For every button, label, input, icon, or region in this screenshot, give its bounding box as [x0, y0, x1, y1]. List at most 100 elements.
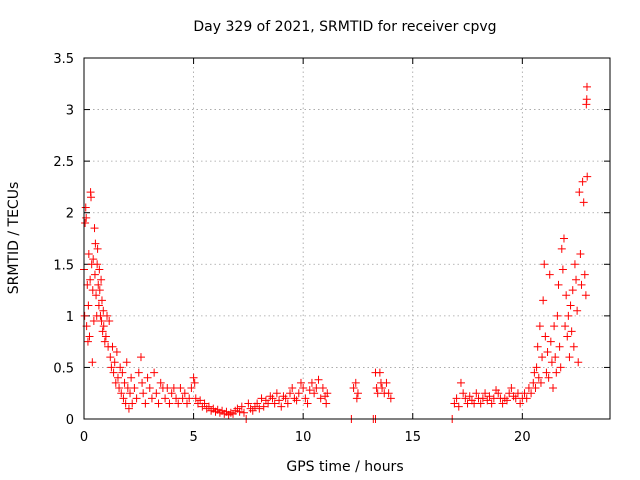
data-point	[89, 255, 98, 264]
data-point	[529, 378, 538, 387]
data-point	[204, 402, 213, 411]
data-point	[290, 394, 299, 403]
data-point	[191, 394, 200, 403]
data-point	[92, 291, 101, 300]
x-tick-label: 20	[514, 430, 531, 445]
data-point	[294, 389, 303, 398]
data-point	[472, 389, 481, 398]
data-point	[553, 311, 562, 320]
data-point	[485, 392, 494, 401]
data-point	[130, 384, 139, 393]
data-point	[569, 342, 578, 351]
data-point	[558, 265, 567, 274]
data-point	[384, 389, 393, 398]
data-point	[502, 396, 511, 405]
data-point	[150, 368, 159, 377]
data-point	[531, 384, 540, 393]
data-point	[143, 373, 152, 382]
data-point	[316, 394, 325, 403]
data-point	[543, 347, 552, 356]
data-point	[109, 368, 118, 377]
x-tick-label: 15	[404, 430, 421, 445]
y-tick-label: 1.5	[53, 258, 74, 273]
x-tick-labels: 0 5 10 15 20	[80, 430, 531, 445]
data-point	[546, 337, 555, 346]
data-point	[574, 358, 583, 367]
data-point	[253, 399, 262, 408]
data-point	[494, 389, 503, 398]
data-point	[570, 260, 579, 269]
data-point	[452, 394, 461, 403]
data-point	[299, 384, 308, 393]
data-point	[226, 408, 235, 417]
data-point	[110, 358, 119, 367]
data-point	[305, 386, 314, 395]
data-point	[138, 378, 147, 387]
data-point	[90, 270, 99, 279]
data-point	[93, 260, 102, 269]
data-point	[257, 394, 266, 403]
x-tick-label: 10	[295, 430, 312, 445]
data-point	[456, 378, 465, 387]
data-point	[275, 396, 284, 405]
data-point	[95, 265, 104, 274]
data-point	[542, 368, 551, 377]
data-point	[180, 389, 189, 398]
data-point	[583, 172, 592, 181]
data-point	[353, 389, 362, 398]
data-point	[239, 408, 248, 417]
data-point	[555, 342, 564, 351]
data-point	[450, 399, 459, 408]
data-point	[246, 404, 255, 413]
data-point	[568, 286, 577, 295]
data-point	[174, 399, 183, 408]
data-point	[81, 219, 90, 228]
data-point	[235, 407, 244, 416]
data-point	[122, 358, 131, 367]
data-point	[533, 342, 542, 351]
data-point	[82, 213, 91, 222]
data-point	[582, 82, 591, 91]
data-point	[83, 280, 92, 289]
data-point	[351, 378, 360, 387]
data-point	[119, 394, 128, 403]
data-point	[118, 368, 127, 377]
data-point	[112, 347, 121, 356]
data-point	[545, 270, 554, 279]
data-point	[117, 389, 126, 398]
data-point	[270, 399, 279, 408]
data-point	[566, 301, 575, 310]
data-point	[507, 384, 516, 393]
data-point	[461, 394, 470, 403]
data-point	[478, 394, 487, 403]
data-point	[90, 224, 99, 233]
data-point	[582, 95, 591, 104]
data-point	[134, 368, 143, 377]
data-point	[562, 291, 571, 300]
data-point	[307, 378, 316, 387]
data-point	[573, 306, 582, 315]
data-point	[95, 286, 104, 295]
data-point	[283, 399, 292, 408]
data-point	[349, 384, 358, 393]
data-point	[237, 402, 246, 411]
data-point	[145, 384, 154, 393]
data-point	[183, 399, 192, 408]
data-point	[540, 260, 549, 269]
x-tick-label: 5	[189, 430, 197, 445]
data-point	[318, 384, 327, 393]
data-point	[126, 389, 135, 398]
data-point	[116, 363, 125, 372]
plot-frame	[83, 57, 611, 420]
data-point	[113, 373, 122, 382]
data-point	[87, 193, 96, 202]
axis-ticks	[83, 57, 610, 420]
data-point	[527, 389, 536, 398]
data-point	[139, 389, 148, 398]
data-point	[248, 406, 257, 415]
data-point	[386, 394, 395, 403]
data-point	[111, 378, 120, 387]
data-point	[84, 301, 93, 310]
data-point	[557, 244, 566, 253]
data-point	[272, 389, 281, 398]
